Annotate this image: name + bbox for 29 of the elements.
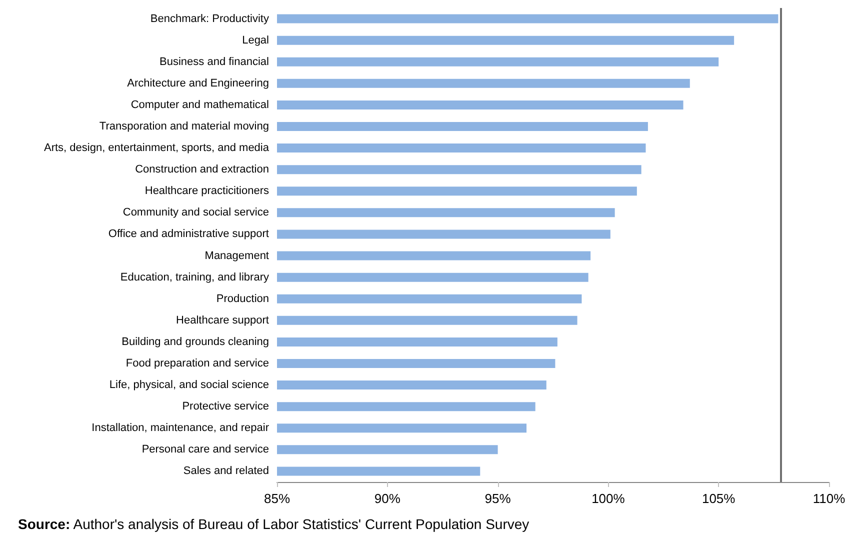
- y-tick-label: Personal care and service: [142, 444, 269, 456]
- y-tick-label: Architecture and Engineering: [127, 77, 269, 90]
- y-tick-label: Community and social service: [122, 206, 269, 219]
- y-tick-label: Construction and extraction: [135, 164, 269, 176]
- y-tick-label: Food preparation and service: [126, 358, 269, 370]
- y-tick-label: Installation, maintenance, and repair: [92, 422, 270, 434]
- y-tick-label: Transporation and material moving: [99, 120, 269, 132]
- source-note: Source: Author's analysis of Bureau of Labor Statistics' Current Population Survey: [18, 516, 530, 532]
- y-tick-label: Sales and related: [183, 465, 269, 478]
- x-tick-label: 105%: [702, 491, 736, 506]
- y-tick-label: Healthcare support: [176, 314, 269, 326]
- y-tick-label: Office and administrative support: [108, 228, 269, 240]
- y-tick-label: Life, physical, and social science: [109, 379, 269, 392]
- y-tick-label: Building and grounds cleaning: [122, 336, 269, 348]
- y-tick-label: Arts, design, entertainment, sports, and media: [44, 142, 270, 154]
- y-tick-label: Education, training, and library: [120, 271, 270, 284]
- y-tick-label: Production: [216, 292, 269, 305]
- y-tick-label: Business and financial: [160, 56, 269, 68]
- x-tick-label: 100%: [592, 491, 626, 506]
- y-tick-label: Legal: [242, 34, 269, 46]
- y-tick-label: Computer and mathematical: [130, 98, 269, 111]
- y-tick-label: Healthcare practicitioners: [144, 185, 270, 198]
- x-tick-label: 85%: [264, 491, 290, 506]
- y-tick-label: Management: [204, 250, 269, 262]
- y-tick-label: Benchmark: Productivity: [150, 12, 270, 25]
- y-tick-label: Protective service: [182, 400, 269, 413]
- x-tick-label: 90%: [374, 491, 401, 506]
- x-tick-label: 110%: [812, 491, 846, 506]
- x-tick-label: 95%: [484, 491, 512, 506]
